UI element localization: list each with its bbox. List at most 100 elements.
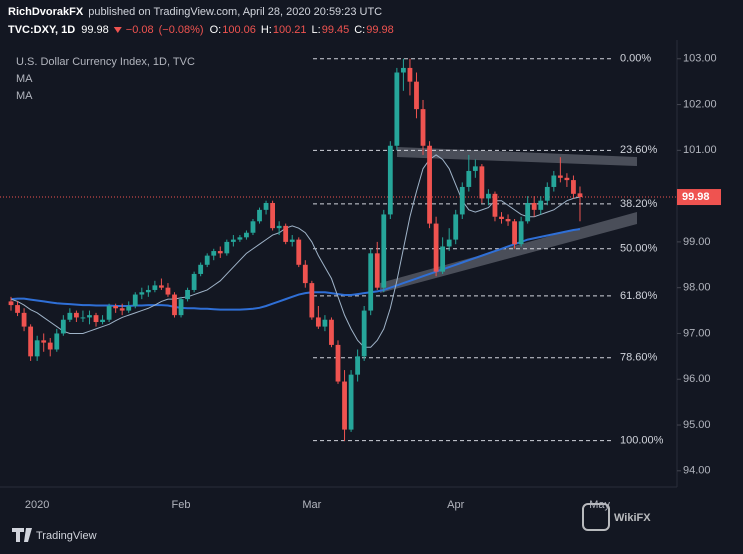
candle-body (8, 301, 14, 306)
candle-body (80, 317, 86, 319)
fib-label: 38.20% (620, 198, 658, 210)
y-tick-label: 103.00 (683, 53, 717, 65)
last-value: 99.98 (81, 24, 109, 36)
candle-body (34, 340, 40, 357)
candle-body (145, 289, 151, 293)
candle-body (479, 166, 485, 199)
candle-body (296, 239, 302, 265)
candle-body (459, 186, 465, 215)
legend-ma: MA (16, 73, 33, 85)
candle-body (191, 273, 197, 290)
candle-body (368, 253, 374, 311)
candle-body (492, 193, 498, 217)
candle-body (420, 109, 426, 146)
y-tick-label: 96.00 (683, 373, 711, 385)
candle-body (551, 175, 557, 187)
change-percent: (−0.08%) (159, 24, 204, 36)
candle-body (132, 294, 138, 306)
candle-body (577, 193, 583, 198)
moving-average (10, 154, 581, 348)
candle-body (322, 319, 328, 327)
open-prefix: O: (210, 24, 222, 36)
candle-body (67, 312, 73, 320)
legend-ma: MA (16, 90, 33, 102)
candle-body (28, 326, 34, 357)
candle-body (126, 305, 132, 311)
high-value: 100.21 (273, 24, 307, 36)
y-tick-label: 102.00 (683, 98, 717, 110)
candle-body (60, 319, 66, 334)
candle-body (159, 285, 164, 288)
low-value: 99.45 (322, 24, 350, 36)
last-price-box (677, 189, 721, 206)
candle-body (499, 216, 504, 220)
candle-body (348, 374, 354, 430)
last-price-label: 99.98 (682, 191, 710, 203)
candle-body (407, 67, 413, 82)
candle-body (433, 223, 439, 272)
candle-body (302, 264, 308, 284)
candle-body (165, 287, 171, 295)
low-prefix: L: (312, 24, 321, 36)
legend-series: U.S. Dollar Currency Index, 1D, TVC (16, 56, 195, 68)
candle-body (414, 81, 419, 110)
candle-body (355, 356, 361, 375)
candle-body (453, 214, 459, 240)
candle-body (21, 312, 27, 327)
candle-body (427, 145, 432, 224)
candle-body (185, 289, 190, 300)
watermark-icon (582, 503, 610, 531)
candle-body (466, 170, 472, 187)
moving-average (10, 228, 581, 311)
candle-body (204, 255, 210, 265)
y-tick-label: 101.00 (683, 144, 717, 156)
candle-body (211, 251, 217, 256)
candle-body (342, 381, 347, 430)
trend-band-upper (397, 147, 637, 166)
candle-body (374, 253, 380, 288)
candle-body (224, 241, 230, 254)
candle-body (276, 225, 282, 229)
candle-body (113, 305, 119, 309)
candle-body (315, 317, 321, 327)
y-tick-label: 94.00 (683, 465, 711, 477)
candle-body (289, 239, 295, 242)
candle-body (172, 294, 177, 316)
x-tick-label: May (589, 499, 610, 511)
trend-band-lower (380, 212, 637, 293)
candle-body (106, 305, 112, 320)
candle-body (544, 186, 550, 201)
candle-body (257, 209, 262, 222)
candle-body (512, 221, 517, 245)
candle-body (505, 219, 511, 222)
candle-body (217, 251, 223, 254)
watermark-text: WikiFX (614, 512, 651, 524)
close-prefix: C: (354, 24, 365, 36)
x-tick-label: Mar (302, 499, 321, 511)
candle-body (557, 175, 563, 178)
candle-body (531, 202, 537, 210)
candle-body (244, 232, 249, 238)
brand: TradingView (12, 528, 97, 542)
candle-body (47, 342, 53, 350)
candle-body (270, 202, 275, 229)
candle-body (571, 180, 576, 194)
candle-body (387, 145, 393, 215)
candle-body (250, 221, 256, 233)
candle-body (41, 340, 47, 343)
candle-body (15, 305, 20, 313)
fib-label: 50.00% (620, 243, 658, 255)
high-prefix: H: (261, 24, 272, 36)
brand-name: TradingView (36, 530, 97, 542)
published: published on TradingView.com, April 28, … (88, 6, 382, 18)
watermark: WikiFX (582, 503, 651, 531)
candle-body (119, 308, 125, 311)
y-tick-label: 98.00 (683, 282, 711, 294)
fib-label: 0.00% (620, 53, 651, 65)
candle-body (440, 246, 446, 272)
candle-body (283, 225, 289, 242)
fib-label: 78.60% (620, 352, 658, 364)
y-tick-label: 99.00 (683, 236, 711, 248)
close-value: 99.98 (366, 24, 394, 36)
